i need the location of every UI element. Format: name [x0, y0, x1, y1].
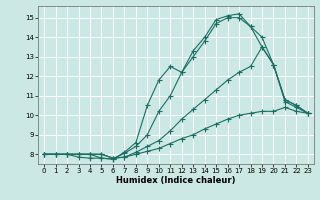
X-axis label: Humidex (Indice chaleur): Humidex (Indice chaleur) [116, 176, 236, 185]
